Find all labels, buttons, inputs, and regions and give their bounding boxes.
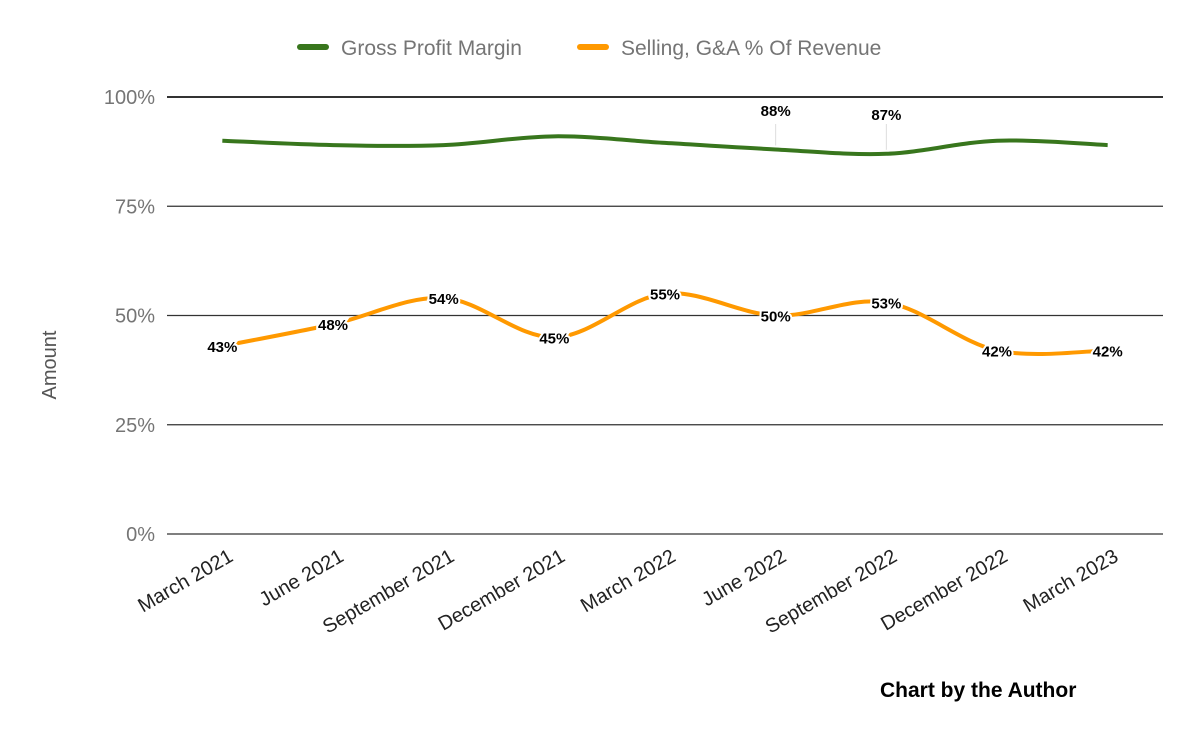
x-tick-label: March 2023 xyxy=(1020,545,1122,617)
legend-label: Gross Profit Margin xyxy=(341,37,522,60)
data-label: 88% xyxy=(761,103,791,120)
data-label: 43% xyxy=(207,339,237,356)
data-label: 42% xyxy=(982,343,1012,360)
y-tick-label: 50% xyxy=(115,306,155,328)
data-label: 53% xyxy=(871,295,901,312)
data-label: 50% xyxy=(761,309,791,326)
y-axis-label: Amount xyxy=(39,330,61,399)
legend-label: Selling, G&A % Of Revenue xyxy=(621,37,881,60)
data-label: 54% xyxy=(429,291,459,308)
data-label: 45% xyxy=(539,330,569,347)
y-tick-label: 75% xyxy=(115,196,155,218)
y-tick-label: 0% xyxy=(126,524,155,546)
y-tick-label: 100% xyxy=(104,87,155,109)
data-label: 48% xyxy=(318,317,348,334)
y-tick-label: 25% xyxy=(115,415,155,437)
x-tick-label: March 2021 xyxy=(134,545,236,617)
data-label: 55% xyxy=(650,287,680,304)
series-line-gross-profit-margin xyxy=(222,134,1108,157)
x-tick-label: March 2022 xyxy=(577,545,679,617)
chart-credit: Chart by the Author xyxy=(880,679,1077,702)
x-tick-label: June 2021 xyxy=(256,545,348,611)
x-tick-label: June 2022 xyxy=(698,545,790,611)
series-line-sga-percent xyxy=(221,291,1108,356)
data-label: 42% xyxy=(1093,343,1123,360)
data-label: 87% xyxy=(871,107,901,124)
